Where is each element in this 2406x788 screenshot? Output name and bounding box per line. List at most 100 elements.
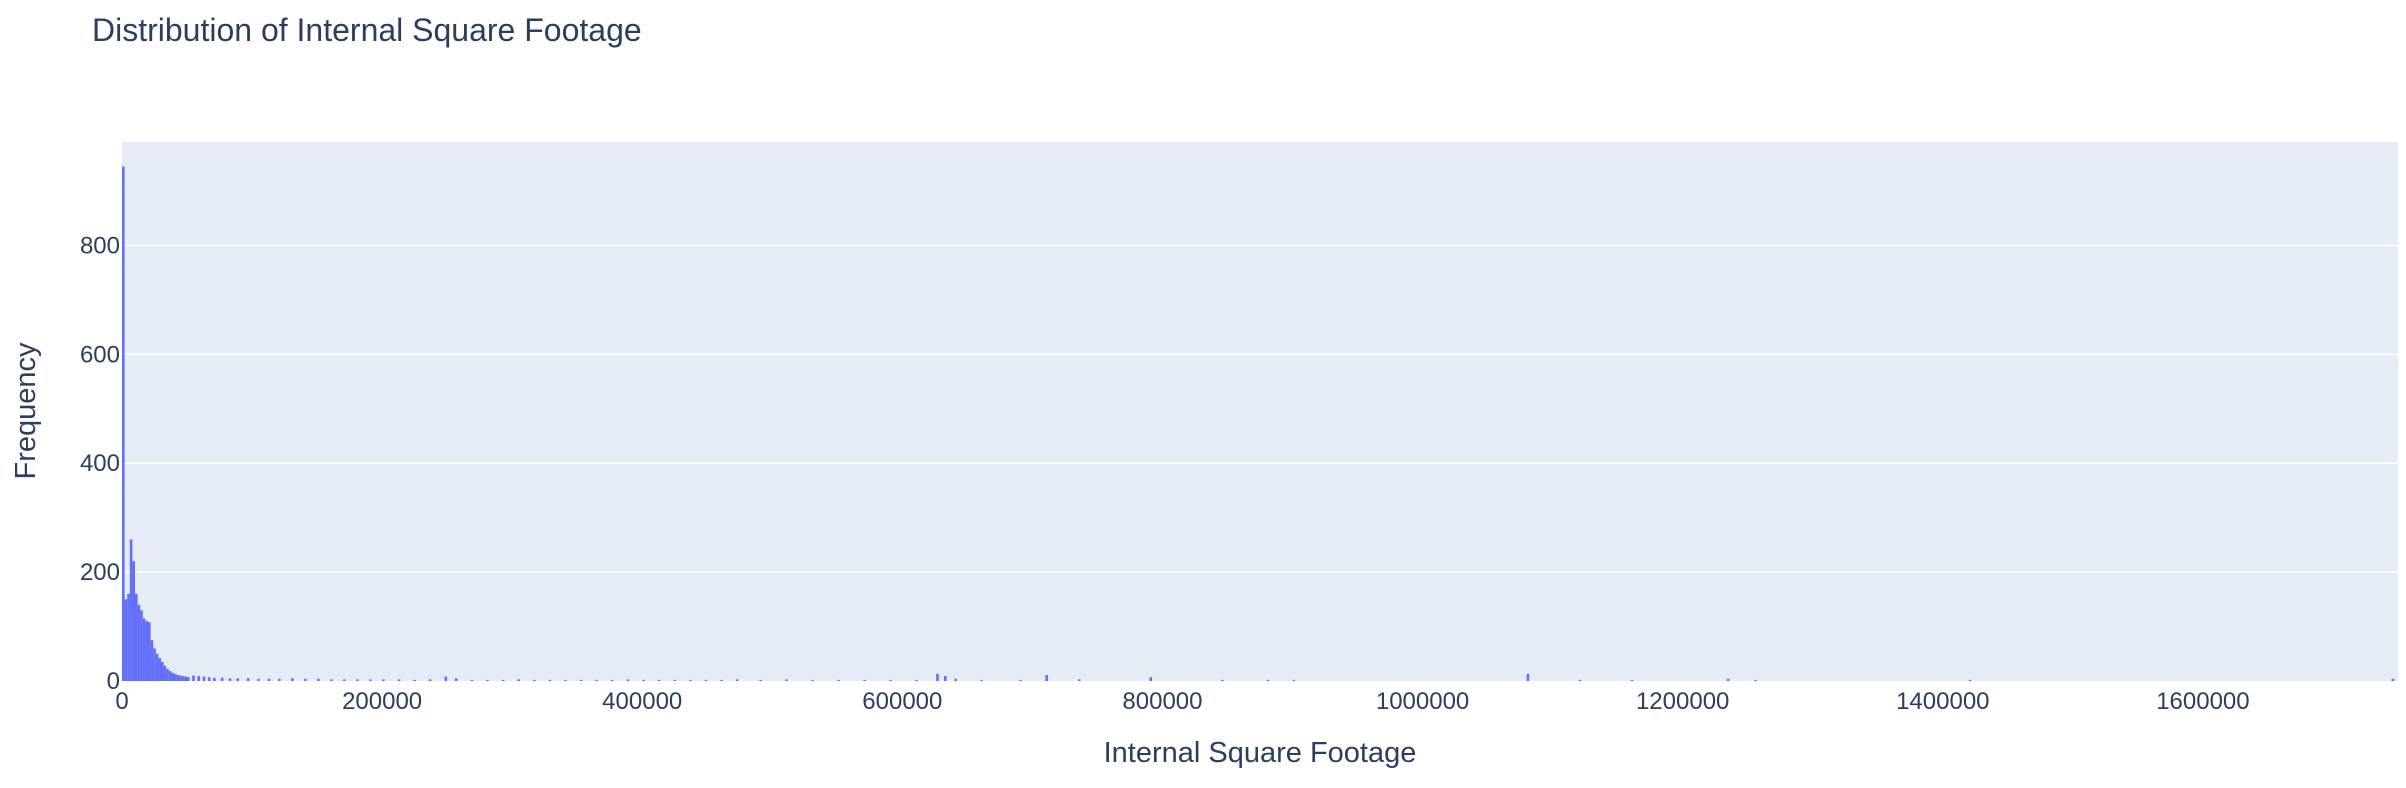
histogram-bar: [1149, 677, 1153, 681]
histogram-bar: [330, 679, 333, 681]
histogram-bar: [153, 648, 156, 681]
histogram-bar: [1019, 679, 1022, 681]
histogram-bar: [124, 599, 128, 681]
histogram-bar: [954, 678, 957, 681]
x-axis-ticks: 0 200000 400000 600000 800000 1000000 1200000 1…: [115, 688, 2249, 715]
histogram-bar: [369, 679, 372, 681]
histogram-bar: [785, 679, 788, 681]
histogram-bar: [837, 679, 840, 681]
histogram-bar: [1526, 673, 1530, 681]
histogram-bar: [304, 678, 307, 681]
histogram-bar: [192, 675, 195, 681]
histogram-bar: [936, 673, 939, 681]
histogram-bar: [356, 679, 359, 681]
histogram-bar: [291, 678, 294, 681]
y-tick-label: 400: [80, 450, 120, 477]
histogram-bar: [168, 671, 172, 681]
histogram-bar: [166, 669, 169, 681]
histogram-bar: [943, 676, 947, 681]
x-tick-label: 1600000: [2156, 688, 2249, 715]
histogram-bar: [1630, 679, 1634, 681]
histogram-bar: [579, 679, 583, 681]
y-tick-label: 600: [80, 341, 120, 368]
histogram-bar: [236, 678, 240, 681]
histogram-bar: [1968, 679, 1972, 681]
histogram-bar: [2391, 678, 2395, 681]
histogram-bar: [1266, 679, 1270, 681]
histogram-bar: [444, 676, 448, 681]
histogram-bar: [470, 679, 474, 681]
histogram-bar: [278, 678, 281, 681]
histogram-bar: [428, 679, 432, 681]
x-tick-label: 0: [115, 688, 128, 715]
histogram-bar: [1045, 675, 1049, 681]
histogram-bar: [187, 677, 190, 681]
histogram-bar: [642, 679, 645, 681]
histogram-bar: [626, 679, 630, 681]
histogram-bar: [132, 561, 136, 681]
y-axis-ticks: 0 200 400 600 800: [80, 232, 120, 695]
histogram-bar: [145, 621, 149, 681]
histogram-bar: [171, 672, 175, 681]
histogram-bar: [595, 679, 599, 681]
histogram-bar: [163, 665, 167, 681]
histogram-bar: [317, 678, 320, 681]
histogram-bar: [915, 679, 918, 681]
histogram-bar: [142, 618, 146, 681]
histogram-bar: [889, 679, 892, 681]
histogram-bar: [517, 679, 520, 681]
histogram-bar: [1578, 679, 1582, 681]
x-tick-label: 800000: [1122, 688, 1202, 715]
histogram-bar: [673, 679, 677, 681]
histogram-bar: [137, 604, 141, 681]
histogram-bar: [246, 678, 250, 681]
histogram-bar: [382, 679, 385, 681]
histogram-bar: [689, 679, 692, 681]
histogram-bar: [735, 679, 739, 681]
histogram-bar: [1726, 678, 1730, 681]
histogram-bar: [228, 678, 232, 681]
histogram-bar: [176, 675, 180, 681]
histogram-bar: [704, 679, 708, 681]
grid-lines: [122, 244, 2398, 573]
x-tick-label: 1000000: [1376, 688, 1469, 715]
chart-title: Distribution of Internal Square Footage: [92, 12, 642, 48]
histogram-bar: [257, 678, 260, 681]
histogram-bar: [207, 677, 211, 681]
histogram-bar: [158, 658, 162, 681]
histogram-bar: [122, 166, 125, 681]
histogram-bar: [1292, 679, 1296, 681]
histogram-bar: [720, 679, 723, 681]
histogram-bar: [397, 679, 401, 681]
x-tick-label: 400000: [602, 688, 682, 715]
x-tick-label: 1200000: [1636, 688, 1729, 715]
y-tick-label: 800: [80, 232, 120, 259]
histogram-bar: [197, 676, 201, 681]
histogram-bar: [129, 539, 133, 681]
histogram-bar: [267, 678, 271, 681]
histogram-bar: [1077, 679, 1081, 681]
histogram-bar: [501, 679, 505, 681]
histogram-bar: [980, 679, 983, 681]
histogram-bar: [548, 679, 552, 681]
x-axis-title: Internal Square Footage: [1104, 737, 1417, 769]
histogram-bar: [454, 678, 458, 681]
histogram-bar: [179, 675, 182, 681]
histogram-bar: [811, 679, 814, 681]
histogram-bar: [174, 673, 177, 681]
y-tick-label: 200: [80, 559, 120, 586]
x-tick-label: 200000: [342, 688, 422, 715]
plot-area: [122, 142, 2398, 681]
histogram-bar: [486, 679, 489, 681]
histogram-bar: [611, 679, 614, 681]
x-tick-label: 1400000: [1896, 688, 1989, 715]
histogram-bar: [564, 679, 567, 681]
histogram-bar: [140, 610, 143, 681]
histogram-bar: [413, 679, 416, 681]
histogram-bar: [759, 679, 762, 681]
y-tick-label: 0: [107, 668, 120, 695]
x-tick-label: 600000: [862, 688, 942, 715]
histogram-bar: [863, 679, 866, 681]
histogram-bar: [150, 640, 154, 681]
histogram-bar: [135, 593, 138, 681]
